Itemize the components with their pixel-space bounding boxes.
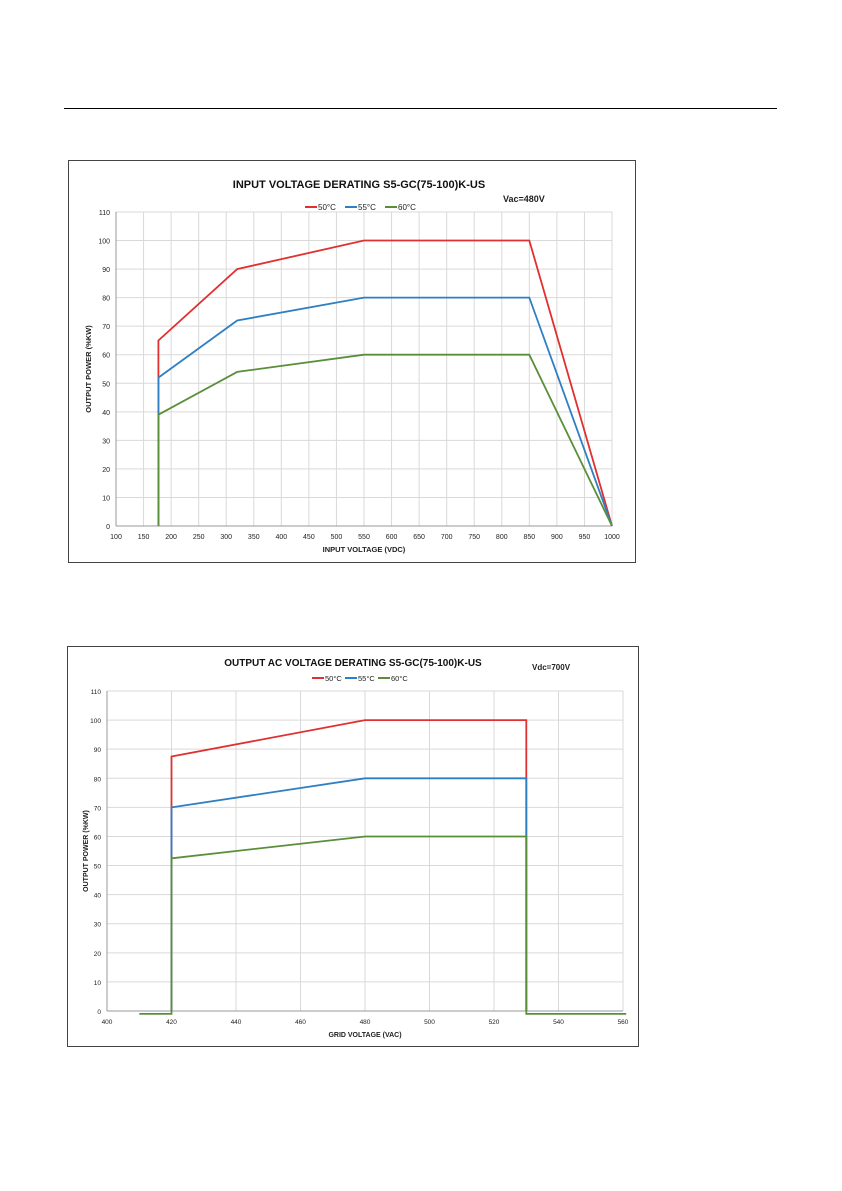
- x-tick-label: 560: [618, 1019, 629, 1026]
- y-tick-label: 20: [94, 951, 102, 958]
- x-tick-label: 950: [579, 534, 591, 541]
- y-tick-label: 10: [94, 980, 102, 987]
- y-tick-label: 70: [102, 324, 110, 331]
- series-line-2: [157, 296, 613, 527]
- legend-label: 55°C: [358, 674, 375, 683]
- x-tick-label: 700: [441, 534, 453, 541]
- x-tick-label: 900: [551, 534, 563, 541]
- x-axis-label: GRID VOLTAGE (VAC): [328, 1032, 401, 1039]
- x-tick-label: 400: [102, 1019, 113, 1026]
- x-tick-label: 500: [424, 1019, 435, 1026]
- y-tick-label: 110: [91, 689, 102, 696]
- x-tick-label: 550: [358, 534, 370, 541]
- chart-annotation: Vdc=700V: [532, 663, 571, 672]
- chart-title: INPUT VOLTAGE DERATING S5-GC(75-100)K-US: [233, 179, 485, 191]
- y-tick-label: 0: [97, 1009, 101, 1016]
- y-tick-label: 90: [94, 747, 102, 754]
- legend-label: 55°C: [358, 203, 376, 212]
- y-tick-label: 0: [106, 524, 110, 531]
- y-tick-label: 50: [102, 381, 110, 388]
- x-tick-label: 100: [110, 534, 122, 541]
- input-voltage-derating-plot: 100 150 200 250 300 350 400 450 500 550 600 650 700 7…: [84, 179, 620, 554]
- legend-label: 60°C: [398, 203, 416, 212]
- x-tick-label: 300: [220, 534, 232, 541]
- y-tick-label: 100: [98, 239, 110, 246]
- x-tick-label: 460: [295, 1019, 306, 1026]
- x-tick-label: 420: [166, 1019, 177, 1026]
- x-tick-label: 600: [386, 534, 398, 541]
- x-tick-label: 480: [360, 1019, 371, 1026]
- series-line-3: [139, 835, 627, 1015]
- output-ac-voltage-derating-chart: 400 420 440 460 480 500 520 540 560 0 10 20 30 40 50 60…: [67, 646, 639, 1047]
- y-tick-label: 40: [94, 893, 102, 900]
- x-tick-label: 750: [468, 534, 480, 541]
- y-axis-label: OUTPUT POWER (%KW): [83, 810, 90, 892]
- x-tick-label: 800: [496, 534, 508, 541]
- chart-title: OUTPUT AC VOLTAGE DERATING S5-GC(75-100)…: [224, 658, 482, 669]
- x-tick-label: 350: [248, 534, 260, 541]
- x-tick-label: 520: [489, 1019, 500, 1026]
- x-tick-label: 150: [138, 534, 150, 541]
- y-tick-label: 60: [94, 834, 102, 841]
- x-tick-label: 850: [523, 534, 535, 541]
- x-tick-label: 200: [165, 534, 177, 541]
- y-tick-label: 30: [94, 922, 102, 929]
- x-tick-label: 250: [193, 534, 205, 541]
- y-tick-label: 10: [102, 495, 110, 502]
- series-line-3: [157, 353, 613, 527]
- y-axis-label: OUTPUT POWER (%KW): [84, 325, 93, 413]
- y-tick-label: 90: [102, 267, 110, 274]
- legend-label: 50°C: [325, 674, 342, 683]
- input-voltage-derating-chart: 100 150 200 250 300 350 400 450 500 550 600 650 700 7…: [68, 160, 636, 563]
- y-tick-label: 100: [90, 718, 101, 725]
- x-axis-label: INPUT VOLTAGE (VDC): [323, 545, 406, 554]
- output-ac-voltage-derating-plot: 400 420 440 460 480 500 520 540 560 0 10 20 30 40 50 60…: [83, 658, 629, 1039]
- y-tick-label: 110: [99, 210, 110, 217]
- legend-label: 60°C: [391, 674, 408, 683]
- legend-label: 50°C: [318, 203, 336, 212]
- y-tick-label: 30: [102, 438, 110, 445]
- x-tick-label: 400: [275, 534, 287, 541]
- x-tick-label: 440: [231, 1019, 242, 1026]
- series-line-1: [157, 239, 613, 527]
- x-tick-label: 500: [331, 534, 343, 541]
- y-tick-label: 50: [94, 864, 102, 871]
- y-tick-label: 60: [102, 353, 110, 360]
- page-header-rule: [64, 108, 777, 109]
- y-tick-label: 80: [102, 296, 110, 303]
- x-tick-label: 450: [303, 534, 315, 541]
- chart-annotation: Vac=480V: [503, 194, 545, 204]
- x-tick-label: 1000: [604, 534, 620, 541]
- x-tick-label: 650: [413, 534, 425, 541]
- x-tick-label: 540: [553, 1019, 564, 1026]
- y-tick-label: 40: [102, 410, 110, 417]
- y-tick-label: 20: [102, 467, 110, 474]
- y-tick-label: 80: [94, 776, 102, 783]
- y-tick-label: 70: [94, 805, 102, 812]
